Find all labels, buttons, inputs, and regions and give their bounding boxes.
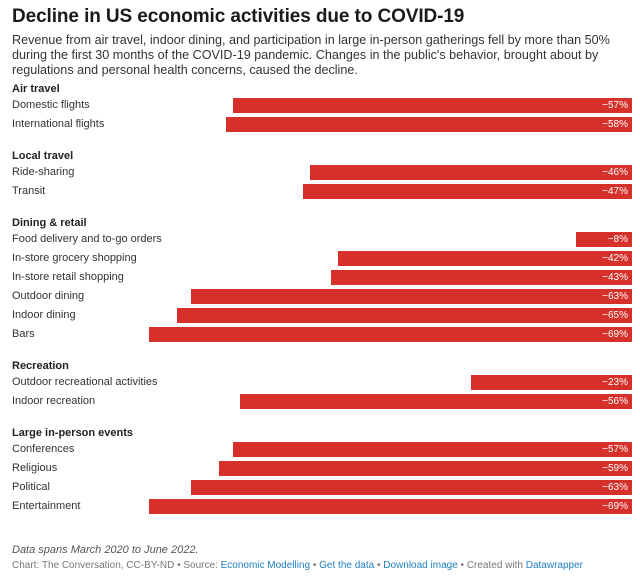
row-label-international-flights: International flights [12, 118, 105, 130]
bar-in-store-grocery-shopping [338, 251, 632, 266]
bar-value-ride-sharing: −46% [602, 167, 628, 178]
row-label-political: Political [12, 481, 50, 493]
row-label-religious: Religious [12, 462, 58, 474]
row-label-in-store-grocery-shopping: In-store grocery shopping [12, 252, 137, 264]
bar-outdoor-dining [191, 289, 632, 304]
bar-value-political: −63% [602, 482, 628, 493]
row-label-entertainment: Entertainment [12, 500, 81, 512]
bar-value-transit: −47% [602, 186, 628, 197]
bar-value-entertainment: −69% [602, 501, 628, 512]
bar-in-store-retail-shopping [331, 270, 632, 285]
bar-value-outdoor-dining: −63% [602, 291, 628, 302]
bar-indoor-recreation [240, 394, 632, 409]
row-label-indoor-dining: Indoor dining [12, 309, 76, 321]
chart-title: Decline in US economic activities due to… [12, 6, 465, 27]
group-label-dining-retail: Dining & retail [12, 217, 87, 229]
bar-outdoor-recreational-activities [471, 375, 632, 390]
bar-value-domestic-flights: −57% [602, 100, 628, 111]
row-label-food-delivery-and-to-go-orders: Food delivery and to-go orders [12, 233, 162, 245]
bar-transit [303, 184, 632, 199]
bar-religious [219, 461, 632, 476]
separator: • [374, 560, 384, 571]
group-label-large-in-person-events: Large in-person events [12, 427, 134, 439]
separator: • [310, 560, 320, 571]
row-label-in-store-retail-shopping: In-store retail shopping [12, 271, 124, 283]
row-label-domestic-flights: Domestic flights [12, 99, 90, 111]
bar-bars [149, 327, 632, 342]
group-label-recreation: Recreation [12, 360, 69, 372]
chart-subtitle: Revenue from air travel, indoor dining, … [12, 33, 610, 77]
bar-value-international-flights: −58% [602, 119, 628, 130]
bar-ride-sharing [310, 165, 632, 180]
separator: • Created with [457, 560, 526, 571]
row-label-outdoor-recreational-activities: Outdoor recreational activities [12, 376, 158, 388]
credit-text: Chart: The Conversation, CC-BY-ND • Sour… [12, 560, 221, 571]
bar-conferences [233, 442, 632, 457]
bar-value-indoor-dining: −65% [602, 310, 628, 321]
row-label-ride-sharing: Ride-sharing [12, 166, 75, 178]
bar-value-outdoor-recreational-activities: −23% [602, 377, 628, 388]
bar-value-food-delivery-and-to-go-orders: −8% [607, 234, 628, 245]
bar-political [191, 480, 632, 495]
bar-food-delivery-and-to-go-orders [576, 232, 632, 247]
bar-value-indoor-recreation: −56% [602, 396, 628, 407]
row-label-indoor-recreation: Indoor recreation [12, 395, 96, 407]
bar-value-conferences: −57% [602, 444, 628, 455]
download-image-link[interactable]: Download image [383, 560, 458, 571]
footer-credits: Chart: The Conversation, CC-BY-ND • Sour… [12, 560, 583, 571]
row-label-outdoor-dining: Outdoor dining [12, 290, 85, 302]
bar-entertainment [149, 499, 632, 514]
get-data-link[interactable]: Get the data [319, 560, 375, 571]
row-label-bars: Bars [12, 328, 35, 340]
data-note: Data spans March 2020 to June 2022. [12, 544, 199, 556]
bar-domestic-flights [233, 98, 632, 113]
bar-international-flights [226, 117, 632, 132]
bar-value-in-store-grocery-shopping: −42% [602, 253, 628, 264]
datawrapper-link[interactable]: Datawrapper [525, 560, 584, 571]
bar-indoor-dining [177, 308, 632, 323]
row-label-conferences: Conferences [12, 443, 75, 455]
bar-value-in-store-retail-shopping: −43% [602, 272, 628, 283]
group-label-air-travel: Air travel [12, 83, 60, 95]
bar-value-religious: −59% [602, 463, 628, 474]
bar-value-bars: −69% [602, 329, 628, 340]
group-label-local-travel: Local travel [12, 150, 74, 162]
row-label-transit: Transit [12, 185, 46, 197]
source-link[interactable]: Economic Modelling [220, 560, 311, 571]
